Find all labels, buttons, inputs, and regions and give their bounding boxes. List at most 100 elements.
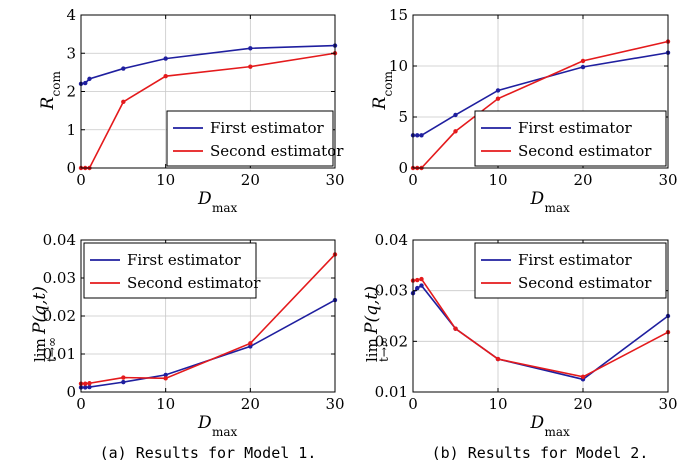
x-tick-label: 20 bbox=[573, 171, 592, 189]
series-line-1 bbox=[412, 284, 669, 381]
x-axis-label-subscript: max bbox=[545, 201, 571, 215]
x-axis-label: D bbox=[197, 413, 212, 433]
x-tick-label: 0 bbox=[76, 171, 86, 189]
y-axis-label-main: P(q,t) bbox=[362, 286, 382, 335]
data-point bbox=[248, 64, 253, 69]
data-point bbox=[580, 374, 586, 379]
y-axis-label-subscript: com bbox=[381, 71, 395, 97]
data-point bbox=[580, 64, 586, 70]
data-point bbox=[163, 56, 168, 61]
legend-entry: First estimator bbox=[518, 119, 632, 137]
data-point bbox=[415, 285, 420, 291]
y-tick-label: 5 bbox=[398, 108, 408, 126]
data-point bbox=[419, 283, 424, 288]
data-point bbox=[495, 88, 501, 93]
y-axis-label-subscript: com bbox=[49, 71, 63, 97]
data-point bbox=[121, 379, 126, 385]
y-tick-label: 15 bbox=[389, 6, 408, 24]
y-tick-label: 0.01 bbox=[43, 345, 76, 363]
data-point bbox=[121, 66, 126, 71]
data-point bbox=[87, 384, 92, 390]
legend-box bbox=[474, 242, 667, 299]
data-point bbox=[580, 58, 586, 64]
x-axis-label: D bbox=[530, 413, 545, 433]
plot-frame bbox=[412, 14, 669, 169]
y-tick-label: 0.01 bbox=[375, 383, 408, 401]
legend-entry: Second estimator bbox=[518, 142, 652, 160]
x-tick-label: 10 bbox=[156, 395, 175, 413]
y-tick-label: 0.02 bbox=[375, 332, 408, 350]
x-axis-label: D bbox=[530, 189, 545, 209]
y-tick-label: 1 bbox=[66, 121, 76, 139]
data-point bbox=[415, 277, 420, 283]
y-axis-label-lim: lim bbox=[363, 338, 381, 362]
data-point bbox=[83, 385, 88, 390]
series-line-1 bbox=[81, 299, 336, 389]
x-tick-label: 0 bbox=[408, 395, 418, 413]
legend-box bbox=[474, 110, 667, 167]
x-tick-label: 20 bbox=[573, 395, 592, 413]
legend-entry: Second estimator bbox=[518, 274, 652, 292]
data-point bbox=[121, 375, 126, 380]
x-tick-label: 30 bbox=[658, 395, 677, 413]
plot-frame bbox=[412, 239, 669, 393]
y-tick-label: 0 bbox=[398, 159, 408, 177]
data-point bbox=[163, 74, 168, 79]
x-tick-label: 10 bbox=[488, 171, 507, 189]
y-axis-label-lim: lim bbox=[31, 338, 49, 362]
y-tick-label: 0.03 bbox=[43, 269, 76, 287]
figure-caption: (b) Results for Model 2. bbox=[432, 444, 649, 462]
y-axis-label-main: R bbox=[370, 97, 390, 111]
data-point bbox=[83, 80, 88, 86]
y-axis-label-main: P(q,t) bbox=[30, 286, 50, 335]
y-axis-label-main: R bbox=[38, 97, 58, 111]
x-axis-label: D bbox=[197, 189, 212, 209]
y-tick-label: 3 bbox=[66, 44, 76, 62]
x-tick-label: 30 bbox=[325, 395, 344, 413]
x-tick-label: 30 bbox=[325, 171, 344, 189]
legend: First estimator Second estimator bbox=[474, 110, 667, 167]
x-tick-label: 20 bbox=[241, 171, 260, 189]
data-point bbox=[453, 112, 458, 118]
data-point bbox=[415, 133, 420, 138]
data-point bbox=[83, 381, 88, 386]
legend-entry: Second estimator bbox=[210, 142, 344, 160]
data-point bbox=[87, 76, 92, 82]
legend-box bbox=[166, 110, 334, 167]
x-axis-label-subscript: max bbox=[212, 201, 238, 215]
y-tick-label: 0.02 bbox=[43, 307, 76, 325]
y-axis-label-limit-subscript: t→∞ bbox=[45, 337, 59, 362]
y-tick-label: 0.04 bbox=[375, 231, 408, 249]
x-tick-label: 30 bbox=[658, 171, 677, 189]
data-point bbox=[163, 376, 168, 381]
x-axis-label-subscript: max bbox=[545, 425, 571, 439]
x-tick-label: 10 bbox=[156, 171, 175, 189]
y-tick-label: 0 bbox=[66, 383, 76, 401]
x-tick-label: 0 bbox=[76, 395, 86, 413]
data-point bbox=[495, 356, 501, 362]
x-axis-label-subscript: max bbox=[212, 425, 238, 439]
y-tick-label: 10 bbox=[389, 57, 408, 75]
legend: First estimator Second estimator bbox=[83, 242, 261, 299]
x-tick-label: 10 bbox=[488, 395, 507, 413]
figure-caption: (a) Results for Model 1. bbox=[100, 444, 317, 462]
legend-entry: First estimator bbox=[127, 251, 241, 269]
legend: First estimator Second estimator bbox=[474, 242, 667, 299]
y-tick-label: 0.04 bbox=[43, 231, 76, 249]
legend-box bbox=[83, 242, 257, 299]
x-tick-label: 0 bbox=[408, 171, 418, 189]
data-point bbox=[419, 133, 424, 138]
y-tick-label: 0 bbox=[66, 159, 76, 177]
y-tick-label: 4 bbox=[66, 6, 76, 24]
legend-entry: Second estimator bbox=[127, 274, 261, 292]
data-point bbox=[163, 372, 168, 378]
series-line-1 bbox=[80, 44, 336, 85]
data-point bbox=[248, 344, 253, 349]
data-point bbox=[453, 129, 458, 134]
